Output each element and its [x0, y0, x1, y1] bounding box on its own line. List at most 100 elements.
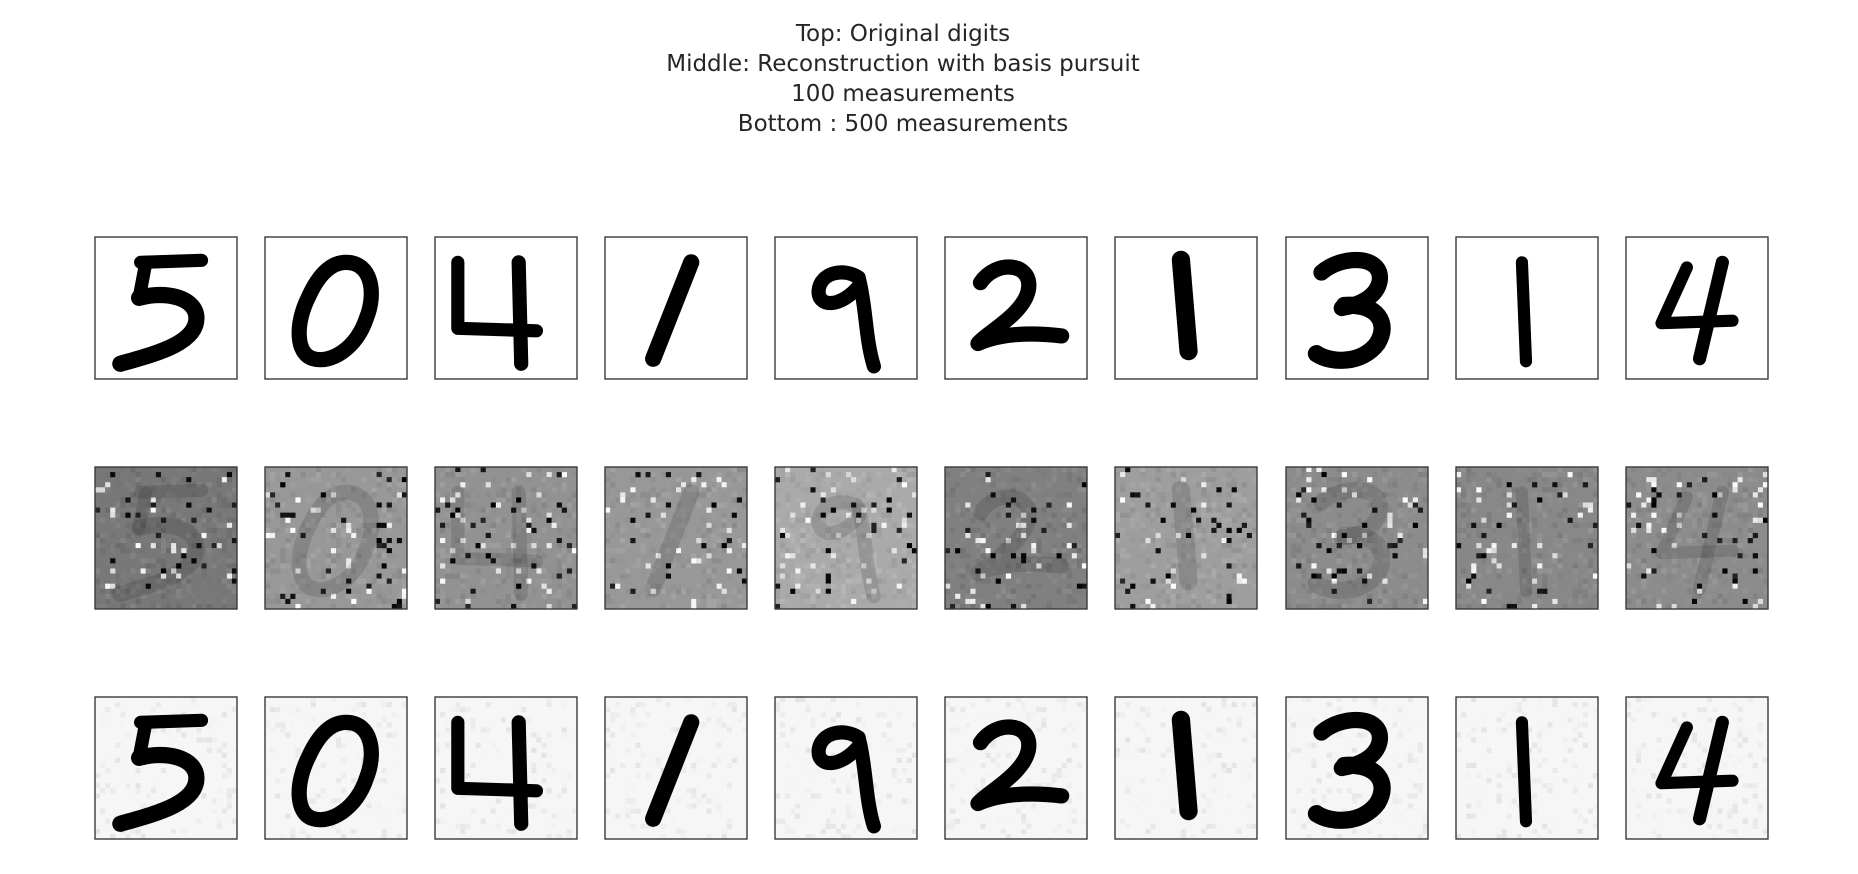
pixel — [1081, 492, 1088, 498]
pixel — [115, 512, 121, 518]
pixel — [645, 773, 651, 779]
pixel — [211, 532, 217, 539]
pixel — [1631, 507, 1637, 513]
pixel — [1241, 512, 1247, 518]
pixel — [221, 578, 227, 584]
pixel — [1051, 717, 1057, 723]
pixel — [1496, 482, 1502, 488]
pixel — [1251, 527, 1258, 534]
pixel — [110, 578, 116, 584]
pixel — [660, 697, 666, 703]
pixel — [1301, 482, 1307, 488]
pixel — [620, 548, 626, 554]
pixel — [376, 467, 382, 473]
pixel — [655, 522, 661, 528]
pixel — [435, 747, 441, 753]
pixel — [1221, 732, 1227, 738]
pixel — [1115, 532, 1121, 539]
pixel — [1140, 467, 1146, 473]
pixel — [711, 593, 717, 599]
pixel — [1691, 507, 1698, 513]
pixel — [371, 548, 377, 554]
pixel — [1732, 517, 1738, 523]
pixel — [1115, 472, 1121, 478]
pixel — [1691, 558, 1698, 564]
pixel — [1752, 492, 1758, 498]
pixel — [155, 793, 161, 799]
pixel — [655, 757, 661, 763]
pixel — [285, 813, 291, 819]
pixel — [896, 603, 902, 610]
pixel — [630, 808, 636, 814]
pixel — [1397, 472, 1403, 478]
pixel — [546, 543, 552, 549]
pixel — [1160, 517, 1166, 523]
pixel — [1516, 467, 1523, 473]
pixel — [381, 768, 387, 774]
pixel — [475, 558, 481, 564]
pixel — [401, 747, 407, 753]
pixel — [726, 527, 732, 534]
pixel — [351, 532, 357, 539]
pixel — [401, 472, 408, 478]
pixel — [221, 808, 227, 814]
pixel — [775, 568, 781, 574]
pixel — [1702, 477, 1708, 483]
pixel — [155, 522, 162, 528]
pixel — [221, 752, 227, 758]
pixel — [290, 583, 296, 589]
pixel — [485, 828, 491, 834]
pixel — [1241, 538, 1247, 544]
pixel — [1056, 823, 1062, 829]
pixel — [1537, 707, 1543, 713]
pixel — [1412, 828, 1418, 834]
pixel — [1712, 492, 1718, 498]
pixel — [995, 553, 1001, 559]
pixel — [825, 578, 831, 584]
digit-stroke — [645, 484, 700, 597]
pixel — [1026, 563, 1032, 569]
pixel — [490, 522, 496, 528]
pixel — [1557, 482, 1563, 488]
pixel — [1762, 467, 1769, 473]
pixel — [166, 578, 172, 584]
pixel — [1286, 717, 1292, 723]
pixel — [1676, 477, 1682, 483]
pixel — [1165, 563, 1171, 569]
pixel — [1321, 538, 1327, 544]
pixel — [265, 717, 271, 723]
pixel — [736, 548, 743, 554]
pixel — [886, 568, 892, 574]
pixel — [1527, 522, 1533, 528]
pixel — [541, 517, 547, 523]
pixel — [1732, 558, 1738, 564]
pixel — [1231, 548, 1237, 554]
pixel — [960, 512, 966, 518]
pixel — [635, 773, 641, 779]
pixel — [330, 563, 337, 569]
pixel — [1491, 527, 1497, 534]
pixel — [1346, 588, 1353, 594]
pixel — [1666, 492, 1672, 498]
pixel — [201, 793, 207, 799]
pixel — [1140, 477, 1146, 483]
pixel — [691, 603, 697, 610]
pixel — [1697, 487, 1703, 493]
pixel — [655, 563, 661, 569]
pixel — [891, 702, 897, 708]
pixel — [1506, 803, 1512, 809]
pixel — [1382, 707, 1388, 713]
pixel — [1296, 538, 1302, 544]
pixel — [290, 808, 296, 814]
pixel — [1521, 543, 1528, 549]
pixel — [1186, 563, 1192, 569]
pixel — [125, 548, 131, 554]
pixel — [1010, 593, 1017, 599]
pixel — [1372, 507, 1378, 513]
pixel — [911, 752, 917, 758]
pixel — [1311, 798, 1317, 804]
pixel — [1291, 558, 1297, 564]
pixel — [820, 467, 826, 473]
pixel — [270, 707, 276, 713]
pixel — [1547, 788, 1553, 794]
